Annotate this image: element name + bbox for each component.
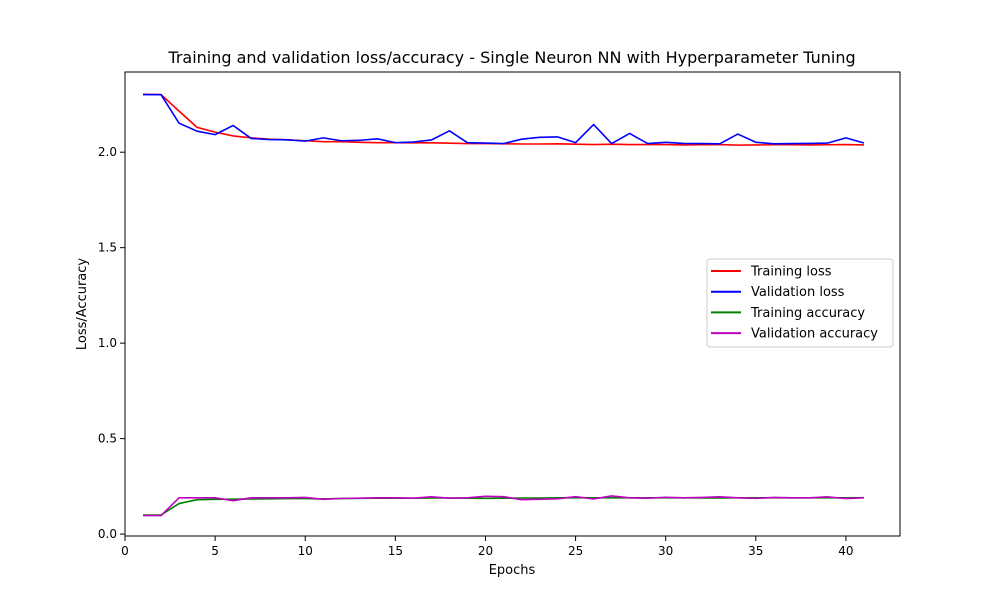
x-tick-label: 25	[568, 544, 583, 558]
x-axis-ticks: 0 5 10 15 20 25 30 35 40	[121, 536, 854, 558]
x-tick-label: 20	[478, 544, 493, 558]
x-tick-label: 30	[658, 544, 673, 558]
series-lines	[143, 93, 865, 517]
legend-label-training-accuracy: Training accuracy	[750, 306, 865, 321]
x-axis-label: Epochs	[489, 563, 536, 578]
x-tick-label: 0	[121, 544, 129, 558]
x-tick-label: 15	[388, 544, 403, 558]
y-axis-ticks: 0.0 0.5 1.0 1.5 2.0	[98, 145, 125, 541]
legend-label-training-loss: Training loss	[750, 265, 832, 280]
x-tick-label: 5	[211, 544, 219, 558]
y-tick-label: 1.0	[98, 336, 117, 350]
series-line-validation-accuracy	[143, 495, 864, 517]
y-tick-label: 1.5	[98, 241, 117, 255]
y-axis-label: Loss/Accuracy	[75, 258, 90, 351]
y-tick-label: 2.0	[98, 145, 117, 159]
chart-title: Training and validation loss/accuracy - …	[167, 48, 855, 67]
legend-label-validation-loss: Validation loss	[751, 285, 845, 300]
legend-label-validation-accuracy: Validation accuracy	[751, 327, 878, 342]
series-line-validation-loss	[143, 93, 865, 145]
x-tick-label: 40	[838, 544, 853, 558]
legend: Training loss Validation loss Training acc…	[706, 258, 894, 348]
y-tick-label: 0.0	[98, 527, 117, 541]
legend-box	[706, 258, 894, 348]
x-tick-label: 35	[748, 544, 763, 558]
y-tick-label: 0.5	[98, 432, 117, 446]
x-tick-label: 10	[298, 544, 313, 558]
